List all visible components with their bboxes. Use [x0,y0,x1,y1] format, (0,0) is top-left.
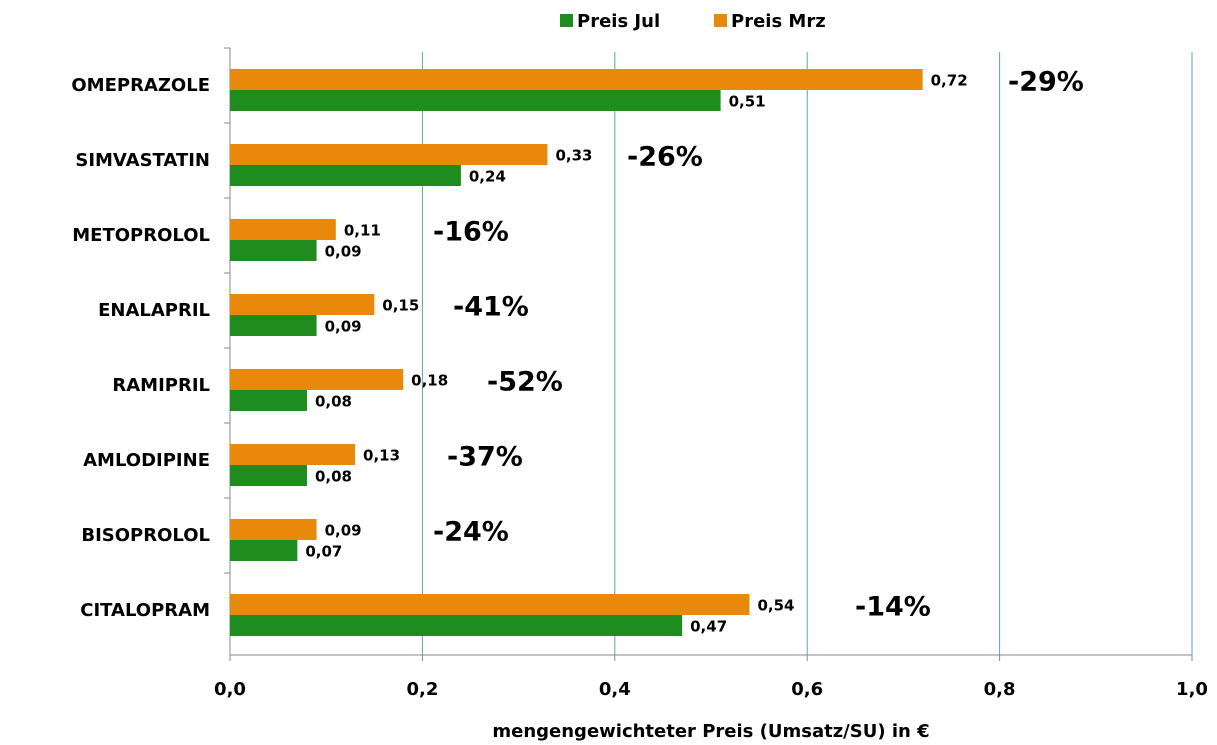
value-label: 0,15 [382,297,419,315]
annotation: -37% [447,442,523,473]
bar [230,90,721,111]
value-label: 0,33 [555,147,592,165]
value-label: 0,47 [690,618,727,636]
value-label: 0,51 [729,93,766,111]
y-tick-label: ENALAPRIL [98,300,210,321]
value-label: 0,24 [469,168,506,186]
legend-swatch [560,14,573,27]
bar [230,369,404,390]
y-tick-label: RAMIPRIL [112,375,210,396]
x-tick-label: 1,0 [1176,679,1208,700]
y-tick-label: SIMVASTATIN [75,150,210,171]
legend-label: Preis Mrz [731,11,826,32]
x-tick-label: 0,2 [406,679,438,700]
legend-swatch [714,14,727,27]
value-label: 0,11 [344,222,381,240]
y-tick-label: CITALOPRAM [80,600,210,621]
bar [230,390,307,411]
annotation: -26% [627,142,703,173]
bar [230,69,923,90]
annotation: -16% [433,217,509,248]
y-tick-label: OMEPRAZOLE [71,75,210,96]
annotation: -41% [453,292,529,323]
y-tick-label: AMLODIPINE [83,450,210,471]
value-label: 0,09 [325,318,362,336]
annotation: -52% [487,367,563,398]
value-label: 0,08 [315,393,352,411]
value-label: 0,72 [931,72,968,90]
x-tick-label: 0,6 [791,679,823,700]
bar [230,315,317,336]
value-label: 0,54 [757,597,794,615]
value-label: 0,18 [411,372,448,390]
y-tick-label: METOPROLOL [72,225,210,246]
legend-label: Preis Jul [577,11,660,32]
value-label: 0,07 [305,543,342,561]
bar [230,294,375,315]
bar [230,540,298,561]
bar [230,519,317,540]
annotation: -29% [1008,67,1084,98]
annotation: -14% [855,592,931,623]
bar [230,465,307,486]
value-label: 0,08 [315,468,352,486]
bar [230,144,548,165]
bar [230,219,336,240]
bar [230,240,317,261]
x-tick-label: 0,4 [599,679,631,700]
bar [230,165,461,186]
x-tick-label: 0,0 [214,679,246,700]
bar [230,444,356,465]
x-axis-title: mengengewichteter Preis (Umsatz/SU) in € [492,721,929,742]
x-tick-label: 0,8 [984,679,1016,700]
value-label: 0,09 [325,243,362,261]
bar [230,615,683,636]
value-label: 0,13 [363,447,400,465]
value-label: 0,09 [325,522,362,540]
bar [230,594,750,615]
annotation: -24% [433,517,509,548]
y-tick-label: BISOPROLOL [81,525,210,546]
